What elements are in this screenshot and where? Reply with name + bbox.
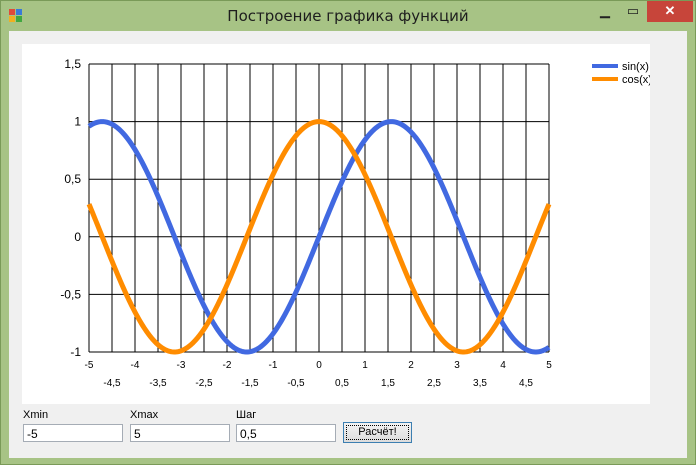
x-tick-label: -1 <box>269 360 278 371</box>
y-tick-label: 0,5 <box>64 172 81 186</box>
y-tick-label: -1 <box>70 345 81 359</box>
xmax-input[interactable]: 5 <box>130 424 230 442</box>
x-tick-label: -2 <box>223 360 232 371</box>
series-line-cos <box>86 119 552 355</box>
x-tick-label: -4,5 <box>103 378 121 389</box>
close-button[interactable]: ✕ <box>647 1 693 22</box>
y-tick-label: -0,5 <box>60 287 81 301</box>
function-chart: -1 -0,5 0 0,5 1 1,5 -5 -4 -3 -2 -1 0 1 2 3 4 5 -4,5 -3,5 -2… <box>60 57 652 389</box>
step-input[interactable]: 0,5 <box>236 424 336 442</box>
x-tick-label: 3 <box>454 360 460 371</box>
x-tick-label: 5 <box>546 360 552 371</box>
chart-area: -1 -0,5 0 0,5 1 1,5 -5 -4 -3 -2 -1 0 1 2 3 4 5 -4,5 -3,5 -2… <box>22 44 652 404</box>
step-label: Шаг <box>236 409 257 421</box>
x-tick-label: 4,5 <box>519 378 533 389</box>
calculate-button[interactable]: Расчёт! <box>343 422 412 443</box>
x-tick-label: 1 <box>362 360 368 371</box>
window-title: Построение графика функций <box>227 7 469 25</box>
legend-label: sin(x) <box>622 61 649 73</box>
app-icon[interactable] <box>9 9 23 23</box>
x-tick-label: 1,5 <box>381 378 395 389</box>
y-tick-label: 0 <box>74 230 81 244</box>
x-tick-label: -3 <box>177 360 186 371</box>
x-tick-label: 4 <box>500 360 506 371</box>
maximize-button[interactable]: ▭ <box>626 3 640 18</box>
x-tick-label: -5 <box>85 360 94 371</box>
series-line-sin <box>87 119 551 355</box>
x-tick-label: 0,5 <box>335 378 349 389</box>
x-tick-label: -3,5 <box>149 378 167 389</box>
x-tick-label: 2 <box>408 360 414 371</box>
legend-label: cos(x) <box>622 74 650 86</box>
x-tick-label: -2,5 <box>195 378 213 389</box>
xmin-label: Xmin <box>23 409 49 421</box>
y-tick-label: 1,5 <box>64 57 81 71</box>
xmax-label: Xmax <box>130 409 159 421</box>
x-tick-label: -4 <box>131 360 140 371</box>
x-tick-label: -1,5 <box>241 378 259 389</box>
x-tick-label: 0 <box>316 360 322 371</box>
y-tick-label: 1 <box>74 115 81 129</box>
form-client-area: -1 -0,5 0 0,5 1 1,5 -5 -4 -3 -2 -1 0 1 2 3 4 5 -4,5 -3,5 -2… <box>9 31 687 458</box>
xmin-input[interactable]: -5 <box>23 424 123 442</box>
x-tick-label: 2,5 <box>427 378 441 389</box>
x-tick-label: 3,5 <box>473 378 487 389</box>
x-tick-label: -0,5 <box>287 378 305 389</box>
title-bar[interactable]: Построение графика функций ▁ ▭ ✕ <box>1 1 695 31</box>
minimize-button[interactable]: ▁ <box>600 3 610 18</box>
